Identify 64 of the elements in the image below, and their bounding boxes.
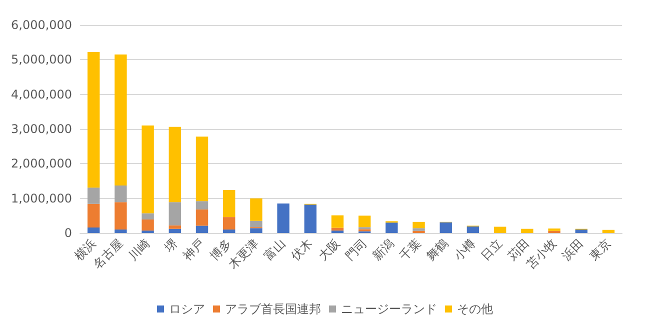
x-tick-label: 小樽	[451, 236, 478, 263]
bar	[575, 230, 588, 233]
y-tick-label: 0	[64, 226, 72, 240]
bar	[168, 126, 182, 202]
bar	[168, 202, 182, 226]
bar	[114, 202, 127, 230]
bar	[223, 230, 236, 233]
x-tick-label: 舞鶴	[424, 236, 451, 263]
bar	[88, 188, 100, 204]
bar	[412, 228, 425, 231]
bar	[548, 228, 560, 231]
bar	[168, 225, 182, 229]
bar	[142, 213, 154, 220]
bar	[88, 204, 100, 228]
bar	[440, 222, 452, 233]
bar	[196, 201, 208, 210]
x-tick-label: 門司	[342, 236, 370, 263]
y-tick-label: 2,000,000	[10, 156, 72, 171]
bar	[250, 228, 262, 233]
x-tick-label: 日立	[478, 236, 506, 263]
bar	[223, 217, 236, 230]
bar	[250, 198, 262, 221]
bar	[602, 230, 615, 233]
bar	[142, 219, 154, 231]
x-tick-label: 富山	[261, 236, 288, 263]
x-tick-label: 浜田	[559, 236, 586, 263]
x-tick-label: 新潟	[370, 236, 397, 263]
bar	[114, 54, 127, 186]
bar	[331, 215, 344, 228]
bar	[196, 226, 208, 233]
bar	[88, 227, 100, 233]
bar	[196, 209, 208, 226]
bar	[277, 204, 290, 233]
x-tick-label: 神戸	[180, 236, 207, 263]
x-tick-label: 東京	[586, 236, 614, 263]
legend-label: ロシア	[169, 302, 205, 316]
y-tick-label: 4,000,000	[10, 87, 72, 102]
y-tick-label: 1,000,000	[10, 191, 72, 206]
bar	[521, 228, 534, 233]
bar	[466, 226, 480, 233]
bar	[250, 220, 262, 228]
legend-label: その他	[457, 302, 493, 316]
bar	[412, 222, 425, 228]
y-tick-label: 3,000,000	[10, 122, 72, 136]
x-tick-label: 川崎	[126, 236, 153, 263]
y-tick-label: 6,000,000	[10, 18, 72, 32]
legend-label: アラブ首長国連邦	[225, 302, 321, 316]
bar	[304, 204, 316, 233]
bar	[196, 136, 208, 202]
bar	[386, 222, 398, 233]
y-tick-label: 5,000,000	[10, 52, 72, 67]
x-tick-label: 大阪	[316, 236, 342, 263]
bar	[114, 230, 127, 233]
bar	[142, 126, 154, 214]
bar	[88, 52, 100, 188]
bar	[223, 190, 236, 218]
bar	[168, 228, 182, 233]
bar	[494, 226, 506, 233]
bar	[114, 186, 127, 202]
legend-label: ニュージーランド	[341, 302, 437, 316]
x-tick-label: 千葉	[396, 236, 424, 263]
x-tick-label: 伏木	[288, 236, 316, 263]
bar	[358, 216, 371, 228]
x-tick-label: 堺	[160, 236, 180, 256]
